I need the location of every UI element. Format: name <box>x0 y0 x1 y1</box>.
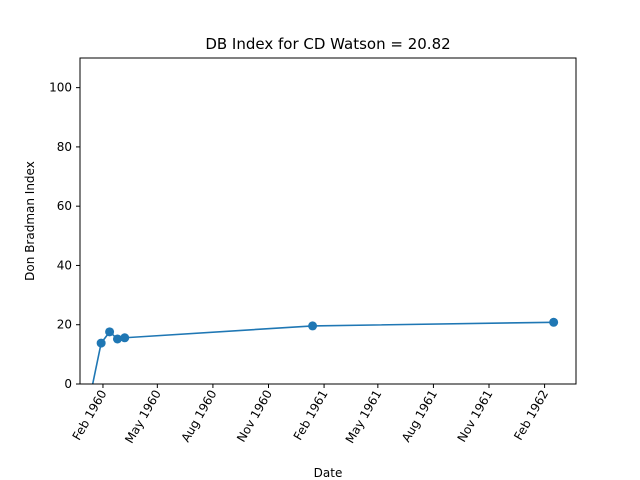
data-point <box>120 333 130 343</box>
y-tick-label: 0 <box>64 377 72 391</box>
x-tick-label: May 1961 <box>343 388 385 446</box>
y-tick-label: 80 <box>57 140 72 154</box>
data-point <box>308 321 318 331</box>
x-tick-label: Nov 1961 <box>455 388 496 445</box>
y-axis: 0 20 40 60 80 100 <box>49 81 80 391</box>
plot-frame <box>79 57 577 385</box>
data-point <box>96 338 106 348</box>
x-tick-label: Nov 1960 <box>234 388 275 445</box>
data-point <box>105 327 115 337</box>
data-point <box>112 334 122 344</box>
x-tick-label: Feb 1962 <box>511 388 551 443</box>
chart-title: DB Index for CD Watson = 20.82 <box>205 35 450 53</box>
x-axis: Feb 1960 May 1960 Aug 1960 Nov 1960 Feb 1961… <box>70 384 551 446</box>
y-tick-label: 60 <box>57 199 72 213</box>
y-tick-label: 20 <box>57 318 72 332</box>
series-line <box>91 321 554 384</box>
y-tick-label: 100 <box>49 81 72 95</box>
x-tick-label: Feb 1960 <box>70 388 110 443</box>
x-tick-label: Feb 1961 <box>291 388 331 443</box>
x-tick-label: May 1960 <box>122 388 164 446</box>
y-tick-label: 40 <box>57 258 72 272</box>
y-axis-label: Don Bradman Index <box>23 161 37 281</box>
x-tick-label: Aug 1960 <box>178 388 219 445</box>
x-axis-label: Date <box>314 466 343 480</box>
data-point <box>549 317 559 327</box>
x-tick-label: Aug 1961 <box>399 388 440 445</box>
